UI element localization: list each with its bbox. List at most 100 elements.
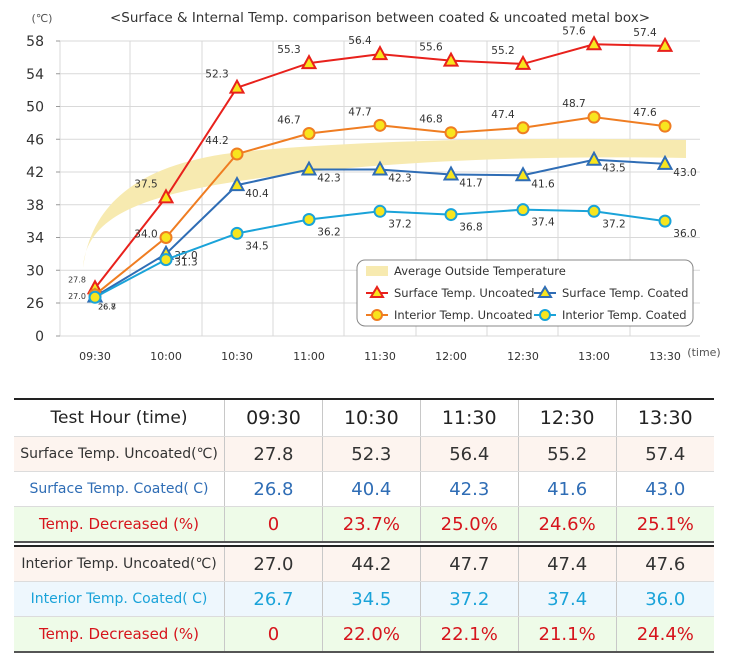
chart-legend: Average Outside Temperature Surface Temp… bbox=[356, 259, 694, 327]
chart-title: <Surface & Internal Temp. comparison bet… bbox=[110, 10, 650, 26]
data-point-circle bbox=[302, 127, 316, 141]
table-cell: 26.8 bbox=[224, 471, 323, 507]
data-point-triangle bbox=[585, 150, 603, 166]
data-label: 37.2 bbox=[388, 218, 411, 230]
data-label: 56.4 bbox=[348, 35, 372, 47]
data-point-triangle bbox=[656, 36, 674, 52]
y-tick-label: 46 bbox=[26, 132, 44, 148]
temperature-line-chart: <Surface & Internal Temp. comparison bet… bbox=[26, 10, 721, 363]
table-cell: 47.7 bbox=[420, 546, 519, 582]
x-tick-label: 11:00 bbox=[293, 350, 325, 363]
legend-item: Surface Temp. Uncoated bbox=[366, 285, 534, 300]
data-point-circle bbox=[88, 290, 102, 304]
series-surface-temp-uncoated: 27.8 37.5 52.3 55.3 56.4 55.6 55.2 57.6 57.4 bbox=[68, 25, 674, 295]
data-label: 41.7 bbox=[459, 177, 482, 189]
legend-item: Interior Temp. Uncoated bbox=[366, 308, 533, 322]
table-header-cell: 12:30 bbox=[518, 399, 617, 437]
data-label: 34.0 bbox=[134, 229, 157, 241]
table-cell: 57.4 bbox=[616, 436, 714, 472]
y-tick-label: 38 bbox=[26, 198, 44, 214]
data-label: 46.7 bbox=[277, 115, 300, 127]
data-label: 43.5 bbox=[602, 163, 625, 175]
data-point-circle bbox=[658, 214, 672, 228]
data-label: 34.5 bbox=[245, 240, 268, 252]
table-cell: 27.0 bbox=[224, 546, 323, 582]
row-label: Temp. Decreased (%) bbox=[14, 616, 225, 653]
data-point-triangle bbox=[300, 160, 318, 176]
data-point-circle bbox=[444, 208, 458, 222]
table-cell: 27.8 bbox=[224, 436, 323, 472]
legend-circle-marker bbox=[539, 309, 551, 321]
data-label: 26.7 bbox=[98, 302, 116, 311]
y-tick-labels: 0 26 30 34 38 42 46 50 54 58 bbox=[26, 34, 60, 345]
data-point-circle bbox=[373, 118, 387, 132]
legend-item: Surface Temp. Coated bbox=[534, 285, 688, 300]
data-label: 31.3 bbox=[174, 257, 197, 269]
series-interior-temp-coated: 26.7 31.3 34.5 36.2 37.2 36.8 37.4 37.2 36.0 bbox=[88, 203, 697, 311]
interior-temperature-table: Interior Temp. Uncoated(℃) 27.0 44.2 47.… bbox=[14, 545, 714, 653]
series-surface-temp-coated: 26.8 32.0 40.4 42.3 42.3 41.7 41.6 43.5 43.0 bbox=[86, 150, 697, 311]
legend-triangle-marker bbox=[537, 285, 553, 298]
series-lines: 27.8 37.5 52.3 55.3 56.4 55.6 55.2 57.6 57.4 26.8… bbox=[68, 25, 697, 311]
data-label: 42.3 bbox=[388, 173, 411, 185]
row-label: Interior Temp. Uncoated(℃) bbox=[14, 546, 225, 582]
data-label: 27.0 bbox=[68, 292, 86, 301]
data-point-circle bbox=[587, 204, 601, 218]
table-row-surface-decreased: Temp. Decreased (%) 0 23.7% 25.0% 24.6% … bbox=[14, 506, 714, 543]
x-tick-label: 10:00 bbox=[150, 350, 182, 363]
table-cell: 47.6 bbox=[616, 546, 714, 582]
y-tick-label: 26 bbox=[26, 296, 44, 312]
x-tick-label: 12:00 bbox=[435, 350, 467, 363]
table-cell: 43.0 bbox=[616, 471, 714, 507]
data-point-circle bbox=[658, 119, 672, 133]
data-label: 36.0 bbox=[673, 228, 696, 240]
table-cell: 24.4% bbox=[616, 616, 714, 653]
legend-triangle-marker bbox=[369, 285, 385, 298]
data-label: 41.6 bbox=[531, 178, 555, 190]
data-point-triangle bbox=[228, 176, 246, 192]
data-point-circle bbox=[302, 212, 316, 226]
data-label: 26.8 bbox=[98, 302, 116, 311]
x-tick-label: 11:30 bbox=[364, 350, 396, 363]
data-point-circle bbox=[230, 226, 244, 240]
data-point-circle bbox=[516, 203, 530, 217]
data-label: 47.6 bbox=[633, 107, 657, 119]
row-label: Interior Temp. Coated( C) bbox=[14, 581, 225, 617]
table-cell: 25.1% bbox=[616, 506, 714, 543]
data-point-triangle bbox=[442, 165, 460, 181]
table-cell: 41.6 bbox=[518, 471, 617, 507]
data-label: 37.5 bbox=[134, 178, 157, 190]
table-cell: 0 bbox=[224, 506, 323, 543]
table-cell: 37.4 bbox=[518, 581, 617, 617]
y-tick-label: 0 bbox=[35, 329, 44, 345]
table-cell: 26.7 bbox=[224, 581, 323, 617]
legend-label: Interior Temp. Coated bbox=[562, 308, 687, 322]
table-cell: 22.1% bbox=[420, 616, 519, 653]
data-point-triangle bbox=[228, 78, 246, 94]
data-point-circle bbox=[587, 110, 601, 124]
data-point-triangle bbox=[371, 45, 389, 61]
table-cell: 40.4 bbox=[322, 471, 421, 507]
table-header-cell: 11:30 bbox=[420, 399, 519, 437]
y-tick-label: 34 bbox=[26, 231, 44, 247]
legend-label: Interior Temp. Uncoated bbox=[394, 308, 533, 322]
table-row-interior-coated: Interior Temp. Coated( C) 26.7 34.5 37.2… bbox=[14, 581, 714, 617]
data-label: 57.4 bbox=[633, 27, 657, 39]
x-tick-label: 10:30 bbox=[221, 350, 253, 363]
table-cell: 21.1% bbox=[518, 616, 617, 653]
y-tick-label: 50 bbox=[26, 100, 44, 116]
legend-band-label: Average Outside Temperature bbox=[394, 264, 566, 278]
data-label: 37.2 bbox=[602, 218, 625, 230]
y-tick-label: 58 bbox=[26, 34, 44, 50]
data-point-triangle bbox=[300, 54, 318, 70]
x-tick-label: 09:30 bbox=[79, 350, 111, 363]
data-label: 48.7 bbox=[562, 98, 585, 110]
data-point-circle bbox=[373, 204, 387, 218]
data-point-triangle bbox=[442, 51, 460, 67]
y-tick-label: 30 bbox=[26, 263, 44, 279]
table-cell: 52.3 bbox=[322, 436, 421, 472]
table-cell: 44.2 bbox=[322, 546, 421, 582]
table-cell: 22.0% bbox=[322, 616, 421, 653]
table-header-cell: Test Hour (time) bbox=[14, 399, 225, 437]
table-cell: 55.2 bbox=[518, 436, 617, 472]
